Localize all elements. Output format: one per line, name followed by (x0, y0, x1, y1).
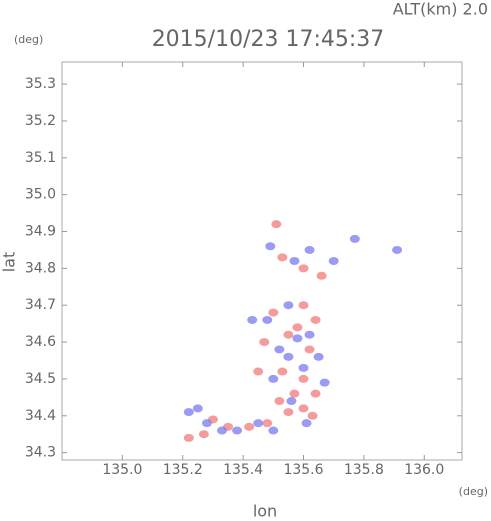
point (316, 271, 327, 280)
point (304, 330, 315, 339)
x-unit: (deg) (459, 485, 488, 498)
point (292, 323, 303, 332)
point (192, 404, 203, 413)
point (319, 378, 330, 387)
point (313, 352, 324, 361)
point (289, 257, 300, 265)
y-tick-label: 35.3 (25, 76, 56, 92)
point (283, 301, 294, 310)
y-tick-label: 34.5 (25, 371, 56, 387)
point (262, 419, 273, 428)
point (183, 433, 194, 442)
point (307, 411, 318, 420)
x-axis-label: lon (253, 502, 277, 521)
annotation: ALT(km) 2.0 (393, 0, 488, 19)
point (268, 308, 279, 317)
y-axis-label: lat (0, 252, 19, 273)
point (232, 426, 243, 435)
x-tick-label: 135.4 (223, 462, 263, 478)
x-tick-label: 135.0 (102, 462, 142, 478)
point (310, 389, 321, 398)
x-tick-label: 135.8 (344, 462, 384, 478)
point (289, 389, 300, 398)
point (298, 374, 309, 383)
point (304, 345, 315, 354)
y-tick-label: 34.6 (25, 334, 56, 350)
point (268, 426, 279, 435)
point (286, 397, 297, 406)
point (298, 301, 309, 310)
point (283, 352, 294, 361)
point (253, 367, 264, 376)
y-unit: (deg) (14, 33, 43, 46)
point (310, 315, 321, 324)
point (304, 245, 315, 254)
point (244, 422, 255, 431)
point (277, 367, 288, 376)
point (198, 430, 209, 439)
point (268, 374, 279, 383)
point (259, 338, 270, 347)
point (271, 220, 282, 229)
point (292, 334, 303, 343)
y-tick-label: 34.4 (25, 408, 56, 424)
y-tick-label: 35.0 (25, 187, 56, 203)
y-tick-label: 34.3 (25, 445, 56, 461)
x-tick-label: 135.6 (283, 462, 323, 478)
point (328, 257, 339, 265)
point (183, 408, 194, 417)
point (274, 397, 285, 406)
point (349, 234, 360, 243)
x-tick-label: 135.2 (163, 462, 203, 478)
point (247, 315, 258, 324)
y-tick-label: 34.8 (25, 260, 56, 276)
point (283, 408, 294, 417)
point (265, 242, 276, 251)
point (283, 330, 294, 339)
point (301, 419, 312, 428)
point (253, 419, 264, 428)
point (262, 315, 273, 324)
y-tick-label: 35.2 (25, 113, 56, 129)
point (298, 404, 309, 413)
point (201, 419, 212, 428)
point (298, 363, 309, 372)
point (274, 345, 285, 354)
point (217, 426, 227, 435)
point (392, 245, 403, 254)
y-tick-label: 34.7 (25, 297, 56, 313)
point (298, 264, 309, 273)
y-tick-label: 35.1 (25, 150, 56, 166)
plot-frame (61, 61, 463, 461)
point (277, 253, 288, 262)
chart-title: 2015/10/23 17:45:37 (152, 27, 385, 52)
x-tick-label: 136.0 (404, 462, 444, 478)
y-tick-label: 34.9 (25, 224, 56, 240)
